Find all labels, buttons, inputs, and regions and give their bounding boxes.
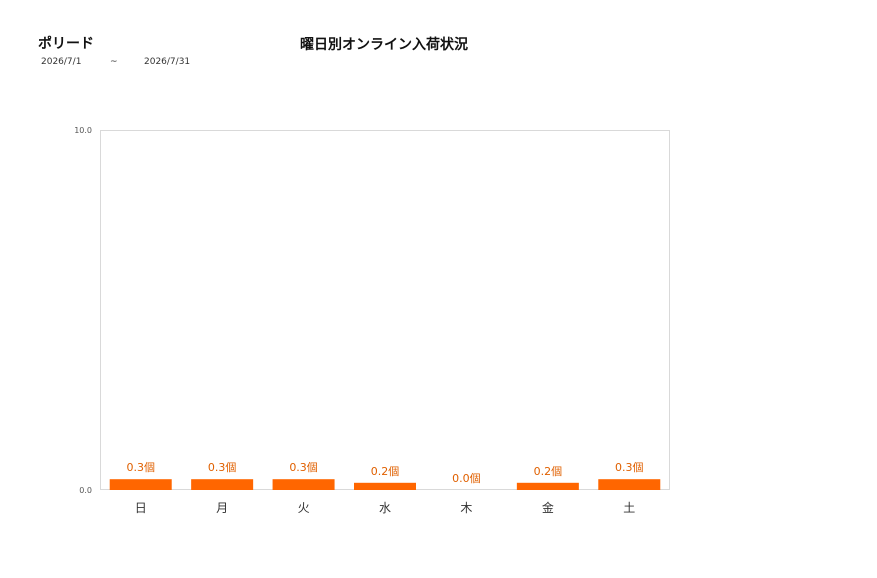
date-range-start: 2026/7/1	[41, 57, 82, 67]
bar-value-label: 0.3個	[126, 461, 155, 474]
bar	[598, 479, 661, 490]
chart-title: 曜日別オンライン入荷状況	[300, 37, 468, 53]
x-tick-label: 月	[216, 501, 228, 515]
bar-value-label: 0.2個	[534, 465, 563, 478]
y-tick-label: 0.0	[79, 486, 92, 495]
y-axis: 0.0 10.0	[74, 126, 92, 495]
bar-value-label: 0.3個	[208, 461, 237, 474]
bar	[191, 479, 254, 490]
bar-value-label: 0.3個	[615, 461, 644, 474]
x-tick-label: 土	[623, 501, 635, 515]
x-tick-label: 木	[460, 501, 472, 515]
bar-value-label: 0.3個	[289, 461, 318, 474]
x-axis: 日月火水木金土	[135, 500, 636, 515]
bar	[109, 479, 172, 490]
x-tick-label: 金	[542, 500, 554, 515]
product-name: ポリード	[38, 36, 94, 52]
x-tick-label: 水	[379, 501, 391, 515]
date-range-separator: ~	[110, 57, 118, 67]
x-tick-label: 火	[298, 501, 310, 515]
bar	[516, 482, 579, 490]
bar-series: 0.3個 0.3個 0.3個 0.2個 0.0個 0.2個 0.3個	[109, 461, 661, 490]
bar-value-label: 0.2個	[371, 465, 400, 478]
date-range-end: 2026/7/31	[144, 57, 191, 67]
y-tick-label: 10.0	[74, 126, 92, 135]
bar	[354, 482, 416, 490]
bar	[272, 479, 335, 490]
bar-value-label: 0.0個	[452, 472, 481, 485]
plot-area-frame	[100, 130, 670, 490]
x-tick-label: 日	[135, 501, 147, 515]
